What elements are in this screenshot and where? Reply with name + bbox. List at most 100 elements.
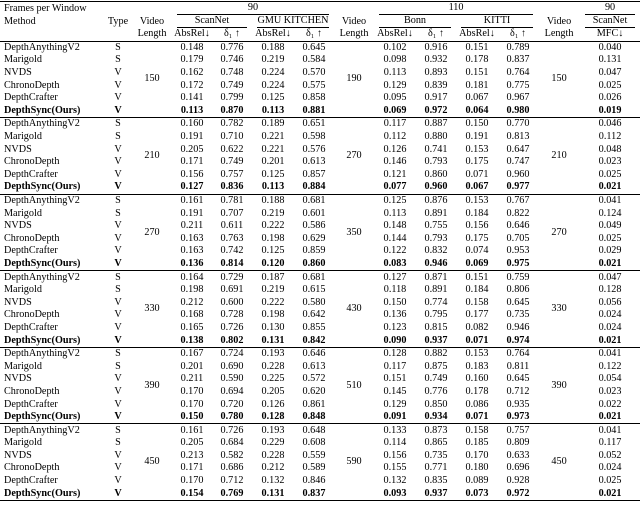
metric-value: 0.749: [220, 79, 244, 91]
metric-value: 0.122: [598, 360, 622, 372]
metric-value: 0.023: [598, 156, 622, 168]
dataset-name: Bonn: [379, 15, 451, 28]
method-name: DepthAnythingV2: [4, 41, 80, 53]
metric-value-bold: 0.069: [383, 104, 407, 116]
metric-value: 0.113: [383, 67, 407, 79]
method-type: V: [114, 220, 122, 232]
method-name: Marigold: [4, 437, 42, 449]
metric-value: 0.019: [580, 105, 640, 118]
metric-value: 0.177: [465, 309, 489, 321]
data-row: ChronoDepth V 0.168 0.728 0.198 0.642 0.136 0.7…: [0, 309, 640, 322]
metric-value: 0.040: [598, 41, 622, 53]
metric-value: 0.120: [252, 258, 294, 271]
method-type-bold: V: [114, 334, 122, 346]
video-length: 430: [334, 270, 374, 348]
metric-value: 0.712: [506, 385, 530, 397]
metric-header: δ₁ ↑: [294, 28, 334, 42]
method-type: V: [114, 462, 122, 474]
method-type-bold: V: [114, 411, 122, 423]
metric-value: 0.645: [302, 41, 326, 53]
method-type: V: [114, 398, 122, 410]
video-length: 330: [538, 270, 581, 348]
data-row: DepthSync(Ours) V 0.150 0.780 0.128 0.848 0.09…: [0, 411, 640, 424]
metric-value: 0.150: [172, 411, 212, 424]
method-type: V: [114, 232, 122, 244]
method-type: V: [114, 475, 122, 487]
data-row: DepthAnythingV2 S 210 0.160 0.782 0.189 0.651 2…: [0, 117, 640, 195]
metric-value: 0.806: [506, 284, 530, 296]
metric-value: 0.158: [465, 296, 489, 308]
data-row: Marigold S 0.191 0.707 0.219 0.601 0.113 0.891 0…: [0, 207, 640, 220]
metric-value: 0.858: [302, 92, 326, 104]
metric-value: 0.755: [424, 220, 448, 232]
metric-value: 0.770: [498, 117, 539, 131]
metric-value: 0.893: [424, 67, 448, 79]
metric-value: 0.086: [465, 398, 489, 410]
metric-value-bold: 0.769: [220, 487, 244, 499]
metric-value: 0.221: [261, 143, 285, 155]
data-row: Marigold S 0.191 0.710 0.221 0.598 0.112 0.880 0…: [0, 131, 640, 144]
video-length: 270: [132, 193, 172, 271]
metric-value-bold: 0.972: [506, 487, 530, 499]
metric-value: 0.622: [220, 143, 244, 155]
metric-value-bold: 0.972: [424, 104, 448, 116]
metric-value: 0.077: [374, 181, 416, 194]
method-name: NVDS: [4, 220, 32, 232]
metric-value: 0.161: [172, 193, 212, 208]
metric-value: 0.980: [498, 105, 538, 118]
metric-value: 0.029: [598, 245, 622, 257]
metric-value: 0.150: [456, 117, 498, 131]
method-name: ChronoDepth: [4, 385, 60, 397]
metric-value: 0.133: [374, 423, 416, 437]
metric-value: 0.570: [302, 67, 326, 79]
metric-value: 0.651: [294, 117, 334, 131]
metric-value: 0.093: [374, 487, 416, 501]
data-row: ChronoDepth V 0.172 0.749 0.224 0.575 0.129 0.8…: [0, 79, 640, 92]
metric-value-bold: 0.814: [220, 257, 244, 269]
metric-value: 0.151: [383, 373, 407, 385]
metric-value: 0.975: [498, 258, 538, 271]
metric-value: 0.114: [383, 437, 407, 449]
metric-header: AbsRel↓: [456, 28, 498, 42]
metric-value: 0.793: [424, 232, 448, 244]
metric-value: 0.151: [465, 67, 489, 79]
method-type-bold: V: [114, 181, 122, 193]
metric-value: 0.198: [180, 284, 204, 296]
dataset-name: GMU KITCHEN: [257, 15, 329, 28]
method-name: DepthAnythingV2: [0, 346, 104, 361]
metric-value-bold: 0.131: [261, 487, 285, 499]
metric-value-bold: 0.138: [180, 334, 204, 346]
header-row: Length AbsRel↓ δ₁ ↑ AbsRel↓ δ₁ ↑ Length AbsRel…: [0, 28, 640, 42]
method-name-bold: DepthSync(Ours): [4, 487, 81, 499]
video-length: 390: [132, 346, 172, 424]
metric-value: 0.946: [416, 258, 456, 271]
metric-value-bold: 0.975: [506, 257, 530, 269]
metric-value: 0.973: [498, 411, 538, 424]
metric-value: 0.188: [261, 41, 285, 53]
metric-value: 0.118: [383, 284, 407, 296]
method-type-bold: V: [114, 487, 122, 499]
video-length: 270: [334, 117, 374, 195]
window-size-text: 90: [585, 2, 636, 15]
method-name: NVDS: [4, 449, 32, 461]
method-type: V: [104, 487, 132, 501]
metric-value: 0.839: [424, 79, 448, 91]
dataset-header: ScanNet: [580, 15, 640, 28]
metric-value: 0.117: [374, 117, 416, 131]
empty-cell: [0, 28, 104, 42]
metric-value: 0.117: [598, 437, 622, 449]
data-row: DepthCrafter V 0.170 0.712 0.132 0.846 0.132 0.…: [0, 475, 640, 488]
metric-value: 0.153: [456, 346, 498, 361]
metric-value: 0.211: [180, 373, 204, 385]
metric-value: 0.021: [580, 258, 640, 271]
metric-value: 0.154: [172, 487, 212, 501]
metric-value: 0.219: [261, 54, 285, 66]
method-name: Marigold: [4, 207, 42, 219]
metric-value: 0.052: [598, 449, 622, 461]
metric-value: 0.150: [383, 296, 407, 308]
metric-value-bold: 0.091: [383, 411, 407, 423]
metric-value: 0.181: [465, 79, 489, 91]
data-row: ChronoDepth V 0.171 0.749 0.201 0.613 0.146 0.7…: [0, 156, 640, 169]
metric-value: 0.767: [498, 193, 539, 208]
metric-value: 0.178: [465, 54, 489, 66]
